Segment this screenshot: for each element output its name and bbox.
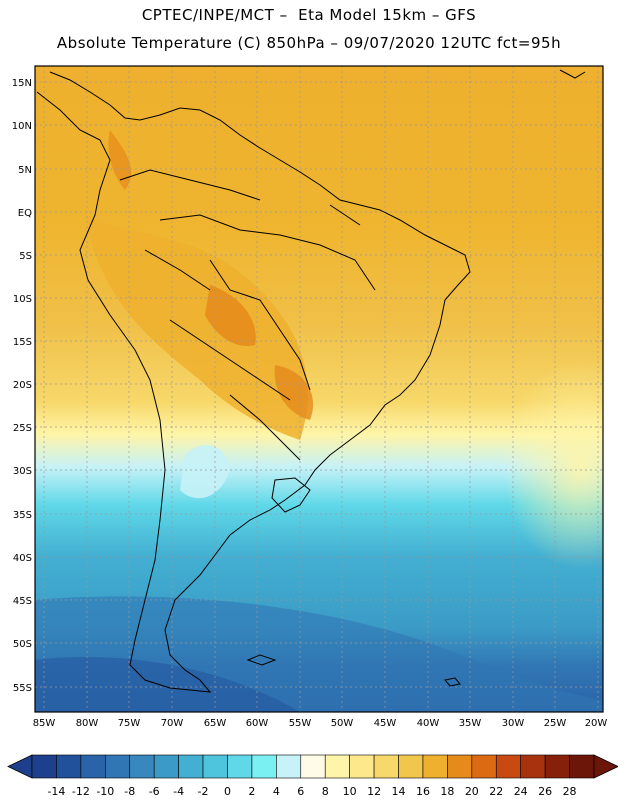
- lat-labels: 15N 10N 5N EQ 5S 10S 15S 20S 25S 30S 35S…: [12, 78, 32, 694]
- colorbar-tick-label: 0: [224, 785, 231, 798]
- map-title-line-2: Absolute Temperature (C) 850hPa – 09/07/…: [56, 34, 562, 52]
- lon-label: 80W: [76, 718, 99, 729]
- colorbar-tick-label: 26: [538, 785, 552, 798]
- colorbar-swatch: [398, 754, 424, 779]
- colorbar-swatch: [495, 754, 521, 779]
- colorbar-tick-label: -2: [198, 785, 209, 798]
- lon-label: 55W: [289, 718, 312, 729]
- map-frame: [34, 65, 604, 713]
- colorbar-swatch: [520, 754, 546, 779]
- lon-label: 25W: [544, 718, 567, 729]
- colorbar-tick-label: 20: [465, 785, 479, 798]
- colorbar-swatch: [422, 754, 448, 779]
- colorbar-swatch: [373, 754, 399, 779]
- lon-label: 30W: [502, 718, 525, 729]
- colorbar-swatch: [105, 754, 131, 779]
- lat-label: EQ: [18, 208, 32, 219]
- lat-label: 45S: [13, 596, 32, 607]
- colorbar-tick-label: -12: [72, 785, 90, 798]
- colorbar-swatch: [129, 754, 155, 779]
- lon-label: 60W: [246, 718, 269, 729]
- lat-label: 15N: [12, 78, 32, 89]
- colorbar-tick-label: 28: [563, 785, 577, 798]
- colorbar-swatch: [178, 754, 204, 779]
- colorbar-swatch: [276, 754, 302, 779]
- colorbar-min-arrow: [7, 754, 33, 779]
- colorbar-swatch: [544, 754, 570, 779]
- lat-label: 15S: [13, 337, 32, 348]
- temperature-field: [35, 66, 603, 712]
- lat-label: 5S: [19, 251, 32, 262]
- colorbar-tick-label: 16: [416, 785, 430, 798]
- colorbar-tick-label: -14: [47, 785, 65, 798]
- colorbar-swatch: [202, 754, 228, 779]
- colorbar-tick-label: 10: [343, 785, 357, 798]
- lon-label: 40W: [417, 718, 440, 729]
- colorbar-swatch: [80, 754, 106, 779]
- coastlines: [36, 69, 586, 693]
- colorbar-tick-label: -10: [96, 785, 114, 798]
- colorbar-tick-label: 4: [273, 785, 280, 798]
- colorbar-swatch: [31, 754, 57, 779]
- lon-label: 45W: [374, 718, 397, 729]
- colorbar-swatch: [56, 754, 82, 779]
- lon-label: 35W: [459, 718, 482, 729]
- colorbar-swatch: [227, 754, 253, 779]
- colorbar-tick-label: 18: [440, 785, 454, 798]
- colorbar-tick-label: 24: [514, 785, 528, 798]
- lon-label: 75W: [118, 718, 141, 729]
- lat-label: 35S: [13, 510, 32, 521]
- lon-label: 85W: [33, 718, 56, 729]
- colorbar-swatch: [251, 754, 277, 779]
- colorbar-swatch: [447, 754, 473, 779]
- map-title-line-1: CPTEC/INPE/MCT – Eta Model 15km – GFS: [141, 6, 477, 24]
- lon-label: 20W: [585, 718, 608, 729]
- colorbar-tick-label: -6: [149, 785, 160, 798]
- colorbar-swatch: [300, 754, 326, 779]
- lat-label: 20S: [13, 380, 32, 391]
- colorbar-tick-label: 22: [489, 785, 503, 798]
- lat-label: 25S: [13, 423, 32, 434]
- colorbar-swatch: [324, 754, 350, 779]
- lat-label: 40S: [13, 553, 32, 564]
- lon-labels: 85W 80W 75W 70W 65W 60W 55W 50W 45W 40W …: [33, 718, 608, 729]
- lat-label: 50S: [13, 639, 32, 650]
- colorbar-tick-label: 8: [322, 785, 329, 798]
- colorbar: -14 -12 -10 -8 -6 -4 -2 0 2 4 6 8 10 12 14 16 18 20 22 24 26…: [7, 754, 618, 798]
- lat-label: 10S: [13, 294, 32, 305]
- colorbar-tick-label: 14: [392, 785, 406, 798]
- lon-label: 70W: [161, 718, 184, 729]
- lat-label: 30S: [13, 466, 32, 477]
- colorbar-tick-label: 6: [297, 785, 304, 798]
- colorbar-swatch: [471, 754, 497, 779]
- colorbar-max-arrow: [593, 754, 618, 779]
- colorbar-swatch: [569, 754, 595, 779]
- colorbar-tick-label: -4: [173, 785, 184, 798]
- colorbar-swatch: [349, 754, 375, 779]
- lat-label: 10N: [12, 121, 32, 132]
- colorbar-tick-label: -8: [124, 785, 135, 798]
- lat-label: 55S: [13, 683, 32, 694]
- lon-label: 50W: [331, 718, 354, 729]
- colorbar-tick-label: 12: [367, 785, 381, 798]
- lon-label: 65W: [204, 718, 227, 729]
- lat-label: 5N: [18, 165, 32, 176]
- colorbar-tick-label: 2: [248, 785, 255, 798]
- colorbar-swatch: [153, 754, 179, 779]
